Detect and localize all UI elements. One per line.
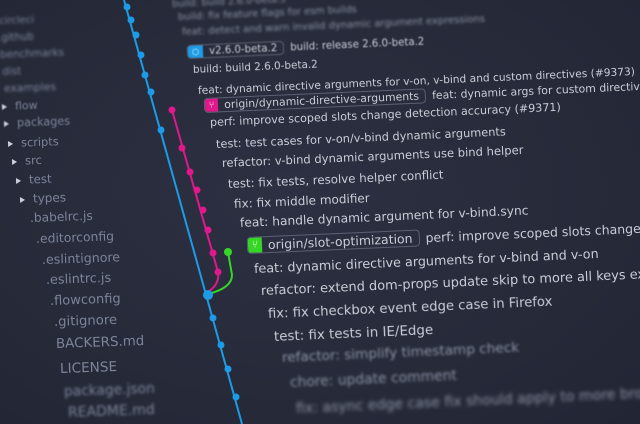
commit-dot xyxy=(168,106,176,114)
main-branch-line xyxy=(123,0,243,424)
commit-dot xyxy=(193,186,201,194)
branch-icon: ⑂ xyxy=(204,98,219,112)
file-name: BACKERS.md xyxy=(55,333,145,352)
file-name: scripts xyxy=(20,134,59,150)
file-tree-item[interactable]: .gitignore xyxy=(54,313,118,330)
commit-dot xyxy=(157,126,165,134)
file-name: README.md xyxy=(67,401,156,421)
file-tree-item[interactable]: types xyxy=(19,190,67,206)
merge-dot xyxy=(203,290,213,300)
file-name: .github xyxy=(0,31,35,44)
file-name: test xyxy=(28,171,52,187)
file-tree-item[interactable]: .flowconfig xyxy=(50,292,121,309)
file-tree-item[interactable]: packages xyxy=(3,114,71,130)
tag-icon: ⬡ xyxy=(187,45,204,58)
file-tree-item[interactable]: .eslintignore xyxy=(42,249,121,267)
chevron-right-icon[interactable] xyxy=(15,177,22,184)
commit-dot xyxy=(178,144,186,152)
file-name: .eslintrc.js xyxy=(45,270,112,288)
commit-dot xyxy=(132,31,140,39)
commit-dot xyxy=(232,393,240,401)
file-name: examples xyxy=(3,80,57,95)
slot-branch-line xyxy=(207,251,234,295)
file-tree-item[interactable]: scripts xyxy=(7,134,59,150)
file-tree-item[interactable]: examples xyxy=(4,80,57,95)
file-tree-item[interactable]: .eslintrc.js xyxy=(46,271,112,288)
commit-dot xyxy=(204,291,212,299)
file-name: .circleci xyxy=(0,14,35,27)
file-tree-item[interactable]: package.json xyxy=(64,381,155,400)
file-tree-item[interactable]: benchmarks xyxy=(0,47,64,61)
chevron-right-icon[interactable] xyxy=(3,120,10,127)
commit-dot xyxy=(217,341,225,349)
file-name: LICENSE xyxy=(59,359,118,377)
file-tree-item[interactable]: BACKERS.md xyxy=(56,334,145,352)
branch-icon: ⑂ xyxy=(247,237,263,253)
commit-dot xyxy=(127,16,135,24)
chevron-right-icon[interactable] xyxy=(19,196,26,203)
file-tree-item[interactable]: README.md xyxy=(68,402,155,421)
file-tree-item[interactable]: LICENSE xyxy=(60,359,118,377)
file-name: src xyxy=(24,152,43,168)
commit-dot xyxy=(137,51,145,59)
file-name: package.json xyxy=(63,380,156,400)
commit-dot xyxy=(186,168,194,176)
file-name: flow xyxy=(14,98,38,113)
chevron-right-icon[interactable] xyxy=(11,158,18,165)
chevron-right-icon[interactable] xyxy=(1,103,8,110)
file-name: packages xyxy=(16,114,71,130)
file-tree-item[interactable]: flow xyxy=(1,98,38,113)
file-tree-item[interactable]: .circleci xyxy=(0,15,34,27)
commit-dot xyxy=(147,88,155,96)
file-name: benchmarks xyxy=(0,46,65,61)
file-name: .editorconfig xyxy=(35,228,115,246)
file-tree-item[interactable]: .editorconfig xyxy=(36,228,115,246)
commit-dot xyxy=(209,249,217,257)
commit-dot xyxy=(224,248,232,256)
file-name: dist xyxy=(1,65,22,78)
file-name: .gitignore xyxy=(53,312,118,330)
file-name: types xyxy=(32,190,67,206)
commit-dot xyxy=(224,365,232,373)
file-tree-item[interactable]: src xyxy=(11,152,43,168)
file-name: .babelrc.js xyxy=(29,208,93,225)
commit-dot xyxy=(123,3,131,11)
file-tree-item[interactable]: .github xyxy=(0,32,34,44)
commit-dot xyxy=(204,226,212,234)
file-tree-item[interactable]: test xyxy=(15,171,52,187)
file-name: .eslintignore xyxy=(41,249,121,267)
commit-dot xyxy=(214,268,222,276)
file-tree-item[interactable]: dist xyxy=(2,65,22,78)
file-name: .flowconfig xyxy=(49,291,121,309)
tag-label: v2.6.0-beta.2 xyxy=(208,42,278,57)
commit-dot xyxy=(209,314,217,322)
file-tree-item[interactable]: .babelrc.js xyxy=(30,209,93,225)
commit-dot xyxy=(199,206,207,214)
commit-dot xyxy=(141,71,149,79)
chevron-right-icon[interactable] xyxy=(7,140,14,147)
